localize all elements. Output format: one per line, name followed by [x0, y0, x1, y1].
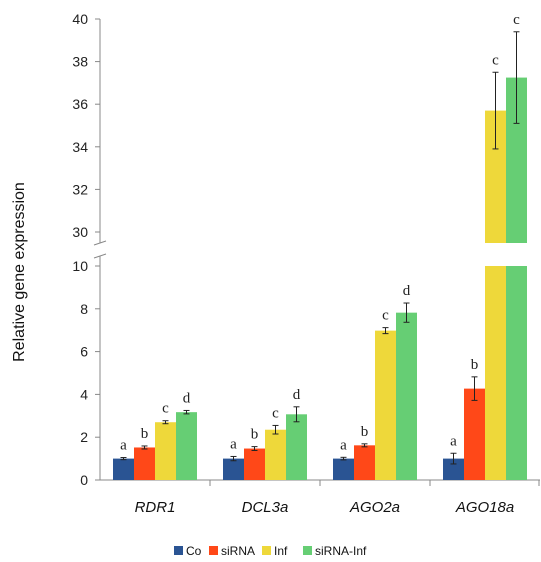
significance-letter: b [251, 427, 259, 443]
legend: Co siRNA Inf siRNA-Inf [174, 544, 367, 558]
significance-letter: d [293, 387, 301, 403]
y-tick-label: 2 [80, 429, 88, 445]
bar [265, 429, 286, 480]
bar [485, 266, 506, 480]
legend-label: siRNA-Inf [315, 544, 367, 558]
category-label: DCL3a [242, 499, 289, 516]
significance-letter: a [230, 436, 237, 452]
category-labels: RDR1 DCL3a AGO2a AGO18a [135, 499, 515, 516]
significance-letter: c [382, 308, 389, 324]
bar [375, 330, 396, 480]
y-axis-label: Relative gene expression [11, 182, 28, 362]
legend-label: siRNA [221, 544, 255, 558]
bar [286, 414, 307, 480]
bar [506, 266, 527, 480]
bar [333, 458, 354, 480]
bar [244, 448, 265, 480]
bar [506, 77, 527, 243]
bar [354, 445, 375, 480]
bar [223, 458, 244, 480]
axis-break-mark [93, 253, 107, 259]
significance-letter: a [120, 438, 127, 454]
y-tick-label: 6 [80, 344, 88, 360]
bar [485, 110, 506, 243]
bar [113, 458, 134, 480]
bar [176, 412, 197, 480]
legend-label: Co [186, 544, 202, 558]
significance-letter: d [403, 283, 411, 299]
significance-letter: d [183, 390, 191, 406]
bar [155, 422, 176, 480]
legend-label: Inf [274, 544, 288, 558]
significance-letter: b [141, 426, 149, 442]
bar [464, 388, 485, 480]
significance-letter: a [340, 437, 347, 453]
significance-letter: c [492, 52, 499, 68]
legend-swatch [174, 546, 183, 555]
significance-letter: b [361, 424, 369, 440]
significance-letter: a [450, 433, 457, 449]
y-tick-label: 4 [80, 386, 88, 402]
significance-letter: c [162, 401, 169, 417]
y-tick-label: 32 [72, 181, 88, 197]
significance-letter: c [513, 12, 520, 28]
legend-swatch [303, 546, 312, 555]
legend-swatch [262, 546, 271, 555]
legend-swatch [209, 546, 218, 555]
y-tick-label: 36 [72, 96, 88, 112]
significance-letter: b [471, 357, 479, 373]
axis-break-mark [93, 240, 107, 246]
axes: 0 2 4 6 8 10 30 32 34 36 38 40 [72, 11, 540, 488]
category-label: AGO2a [349, 499, 400, 516]
y-tick-label: 40 [72, 11, 88, 27]
y-tick-label: 38 [72, 54, 88, 70]
y-tick-label: 0 [80, 472, 88, 488]
category-label: RDR1 [135, 499, 176, 516]
bar [134, 447, 155, 480]
significance-letter: c [272, 405, 279, 421]
y-tick-label: 34 [72, 139, 88, 155]
bar [443, 458, 464, 480]
y-tick-label: 10 [72, 258, 88, 274]
bar [396, 312, 417, 480]
y-tick-label: 8 [80, 301, 88, 317]
y-tick-label: 30 [72, 224, 88, 240]
category-label: AGO18a [455, 499, 514, 516]
